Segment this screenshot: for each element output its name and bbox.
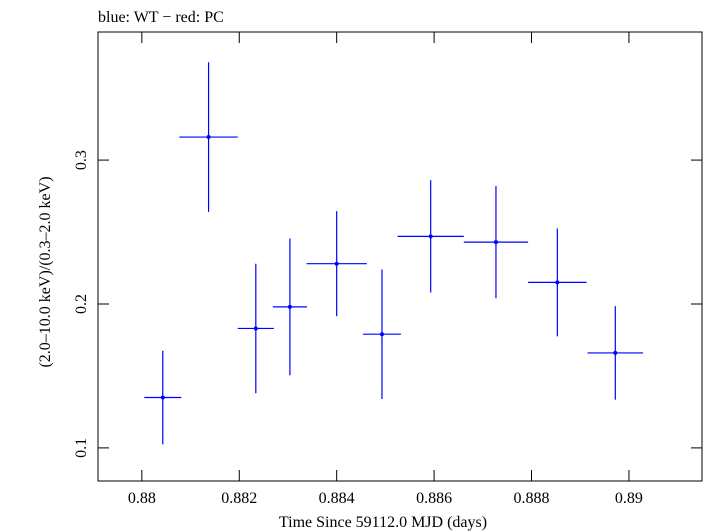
x-tick-label: 0.89 xyxy=(615,490,643,507)
y-axis-ticks: 0.1 0.2 0.3 xyxy=(73,150,702,458)
data-point xyxy=(179,62,238,212)
x-tick-label: 0.886 xyxy=(416,490,452,507)
x-tick-label: 0.884 xyxy=(319,490,355,507)
data-marker xyxy=(493,240,498,245)
data-point xyxy=(463,185,529,299)
data-point xyxy=(272,238,307,376)
data-point xyxy=(587,306,644,400)
data-point xyxy=(237,263,274,394)
y-tick-label: 0.1 xyxy=(73,438,90,458)
data-point xyxy=(362,269,401,399)
x-axis-label: Time Since 59112.0 MJD (days) xyxy=(279,514,487,531)
data-marker xyxy=(613,350,618,355)
plot-frame xyxy=(97,31,703,482)
x-tick-label: 0.882 xyxy=(221,490,257,507)
x-tick-label: 0.888 xyxy=(514,490,550,507)
chart-title: blue: WT − red: PC xyxy=(98,9,224,26)
data-point xyxy=(397,180,464,293)
data-marker xyxy=(555,280,560,285)
y-tick-label: 0.3 xyxy=(73,150,90,170)
y-tick-label: 0.2 xyxy=(73,294,90,314)
x-axis-ticks: 0.88 0.882 0.884 0.886 0.888 0.89 xyxy=(128,32,643,507)
data-marker xyxy=(287,304,292,309)
data-marker xyxy=(334,261,339,266)
data-point xyxy=(528,228,587,337)
x-tick-label: 0.88 xyxy=(128,490,156,507)
data-marker xyxy=(253,326,258,331)
data-marker xyxy=(379,332,384,337)
data-marker xyxy=(206,135,211,140)
data-marker xyxy=(160,395,165,400)
y-axis-label: (2.0–10.0 keV)/(0.3–2.0 keV) xyxy=(37,176,54,367)
data-point xyxy=(144,350,182,445)
data-point xyxy=(306,211,367,317)
data-series-wt xyxy=(144,62,644,445)
data-marker xyxy=(428,234,433,239)
